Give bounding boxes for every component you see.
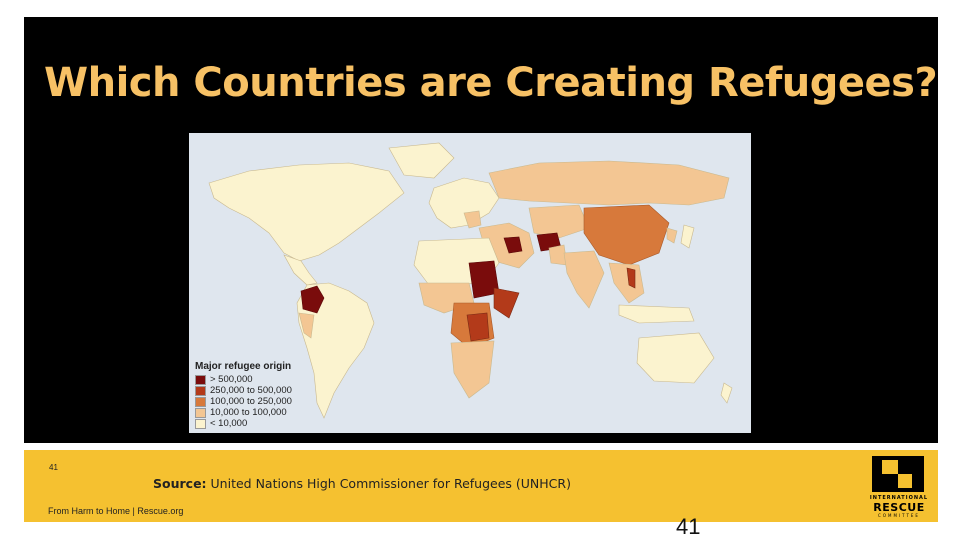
iraq [503,236,523,254]
central-asia [528,204,590,239]
legend-swatch [195,418,206,429]
slide-number-small: 41 [49,463,58,472]
legend-item: 10,000 to 100,000 [195,407,307,418]
legend-label: < 10,000 [210,418,248,429]
source-text: United Nations High Commissioner for Ref… [206,476,571,491]
legend-label: 250,000 to 500,000 [210,385,292,396]
new-zealand [720,382,733,404]
colombia [300,285,325,314]
legend-title: Major refugee origin [195,361,292,372]
indonesia [618,304,695,324]
logo-text: INTERNATIONAL RESCUE COMMITTEE [868,495,930,518]
legend-item: < 10,000 [195,418,307,429]
legend-swatch [195,374,206,385]
legend-item: 250,000 to 500,000 [195,385,307,396]
russia [488,160,730,206]
source-label: Source: [153,476,207,491]
andes-region [298,312,315,339]
footer-credit: From Harm to Home | Rescue.org [48,506,184,516]
legend-swatch [195,385,206,396]
source-citation: Source: United Nations High Commissioner… [153,476,571,491]
legend-item: 100,000 to 250,000 [195,396,307,407]
slide-title: Which Countries are Creating Refugees? [44,60,938,106]
central-america [283,254,318,286]
page-number: 41 [676,514,701,539]
horn-of-africa [493,287,520,319]
footer-bar [24,450,938,522]
australia [636,332,715,384]
japan [680,224,695,249]
greenland [388,142,455,179]
refugee-origin-map: Major refugee origin > 500,000 250,000 t… [189,133,751,433]
balkans [463,210,482,229]
world-map [189,133,751,433]
north-america [208,162,405,262]
south-america [296,282,375,419]
korea [666,227,678,244]
legend-label: > 500,000 [210,374,253,385]
legend-swatch [195,407,206,418]
logo-sub-text: COMMITTEE [878,513,920,518]
legend-label: 100,000 to 250,000 [210,396,292,407]
vietnam [626,267,636,289]
india [563,250,605,309]
map-legend: Major refugee origin > 500,000 250,000 t… [195,361,307,429]
legend-item: > 500,000 [195,374,307,385]
southern-africa [450,340,495,399]
logo-name-text: RESCUE [873,501,925,514]
logo-org-text: INTERNATIONAL [869,495,929,501]
legend-swatch [195,396,206,407]
irc-logo: INTERNATIONAL RESCUE COMMITTEE [868,456,930,518]
logo-mark-icon [872,456,924,492]
legend-label: 10,000 to 100,000 [210,407,287,418]
china [583,204,670,266]
drc [466,312,490,342]
